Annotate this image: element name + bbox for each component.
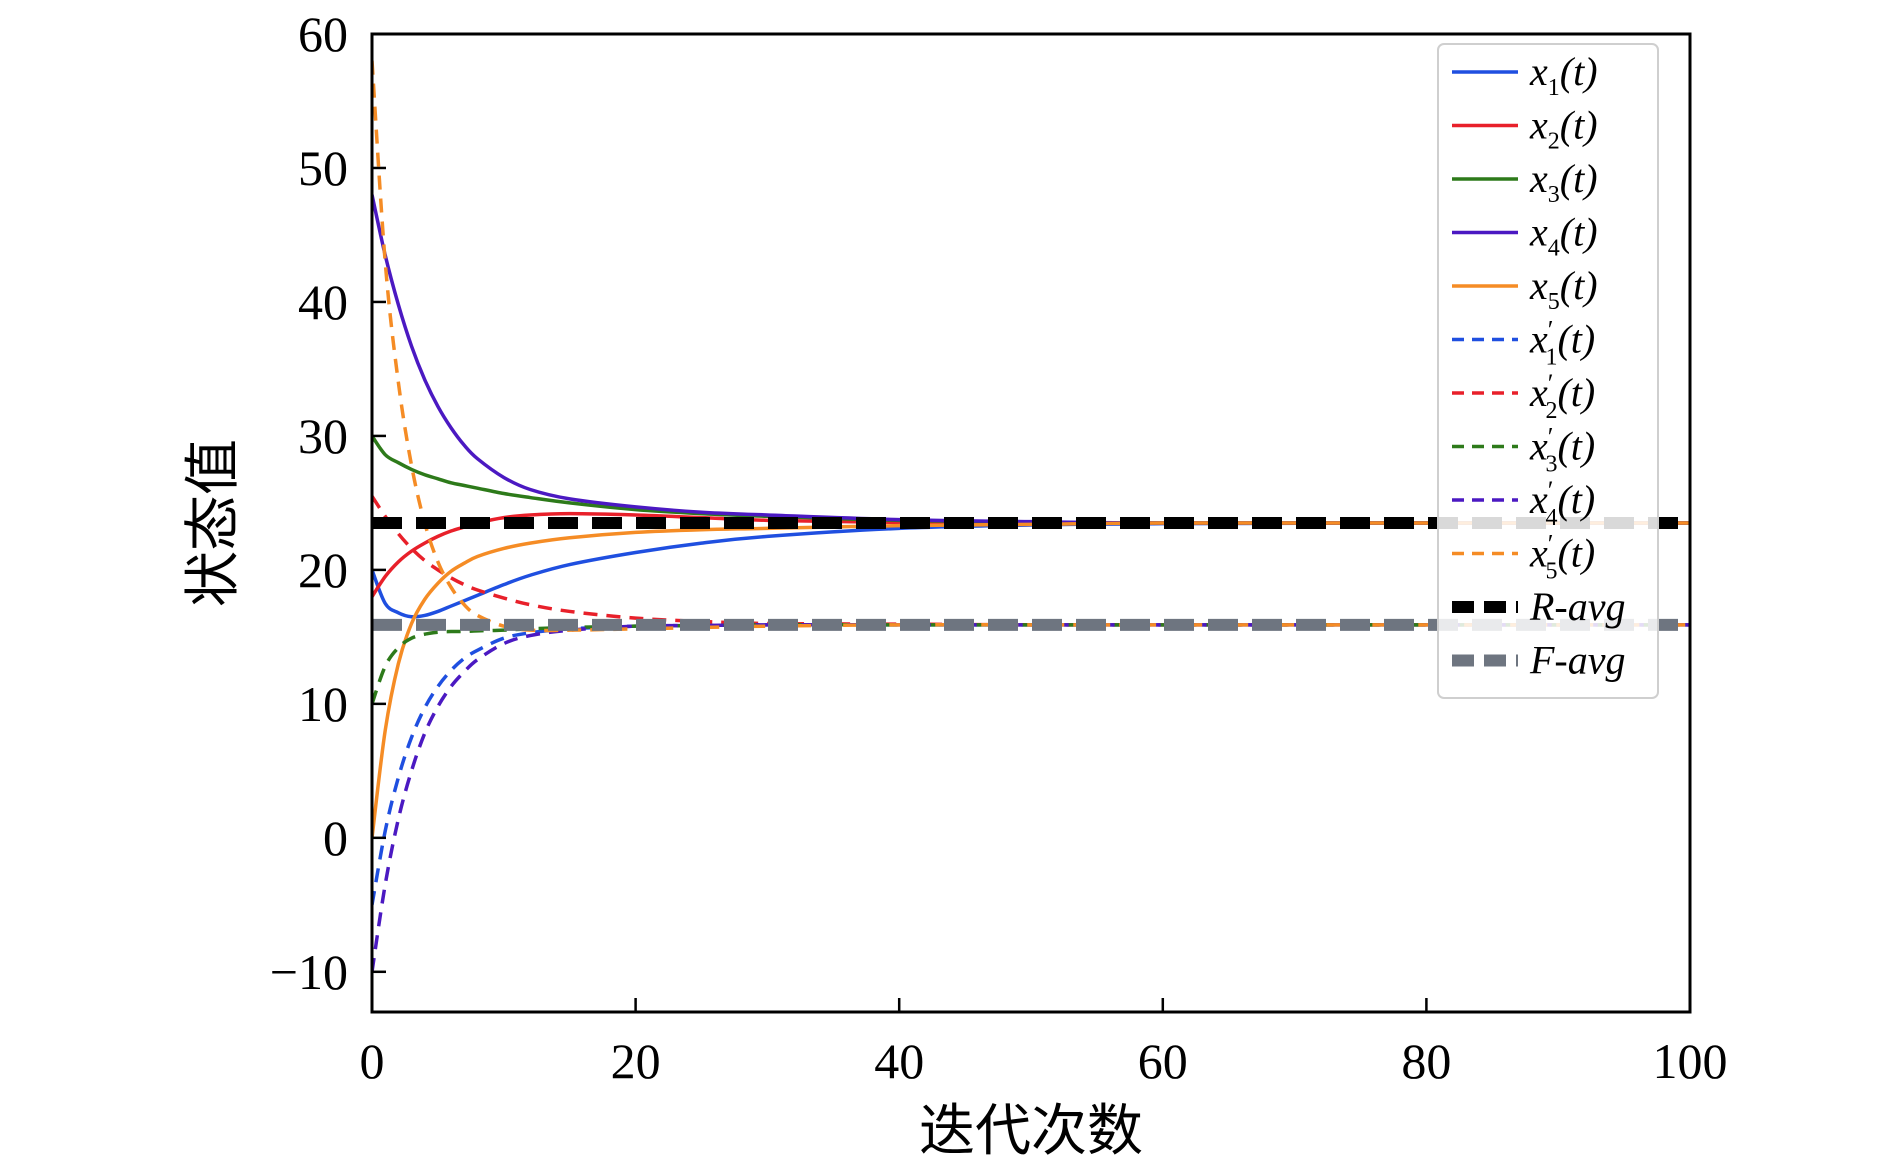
y-tick-label: −10 [270,944,348,1000]
y-axis-label: 状态值 [181,439,246,607]
legend: x1(t)x2(t)x3(t)x4(t)x5(t)x′ 1(t)x′ 2(t)x′ 3… [1437,43,1659,699]
legend-entry-label: x4(t) [1529,210,1598,262]
y-tick-label: 60 [298,6,348,62]
y-tick-label: 40 [298,274,348,330]
series-line-x5t-9 [372,60,1690,633]
legend-entry-label: x5(t) [1529,263,1598,315]
legend-entry-label: x′ 5(t) [1529,530,1595,585]
legend-entry-label: x1(t) [1529,49,1598,101]
y-tick-label: 10 [298,676,348,732]
legend-entry-label: x′ 4(t) [1529,476,1595,531]
legend-entry-label: R-avg [1529,584,1626,629]
legend-entry-label: x2(t) [1529,103,1598,155]
x-tick-label: 0 [360,1033,385,1089]
plot-frame [370,32,1692,1014]
y-tick-label: 30 [298,408,348,464]
y-tick-label: 50 [298,140,348,196]
x-tick-label: 100 [1653,1033,1728,1089]
x-tick-label: 40 [874,1033,924,1089]
legend-entry-label: x3(t) [1529,156,1598,208]
series-layer [372,60,1690,973]
legend-entry-label: x′ 1(t) [1529,316,1595,371]
x-tick-label: 20 [611,1033,661,1089]
x-axis-label: 迭代次数 [919,1099,1143,1164]
legend-box [1437,43,1659,699]
y-tick-label: 0 [323,810,348,866]
legend-entry-label: x′ 3(t) [1529,423,1595,478]
y-tick-label: 20 [298,542,348,598]
x-tick-label: 80 [1401,1033,1451,1089]
legend-entry-label: F-avg [1529,638,1626,683]
legend-entry-label: x′ 2(t) [1529,369,1595,424]
series-line-x5t-4 [372,521,1690,839]
x-tick-label: 60 [1138,1033,1188,1089]
